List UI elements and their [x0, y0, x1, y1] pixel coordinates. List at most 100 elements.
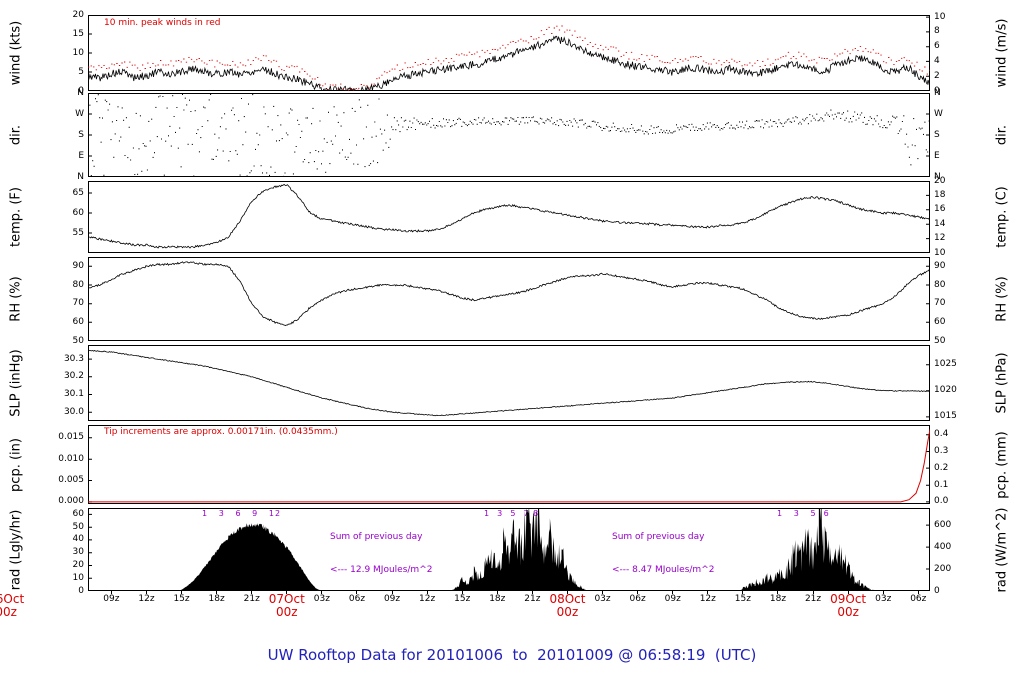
y-tick-label-left-rad: 30 — [72, 547, 84, 558]
y-axis-label-right-temp: temp. (C) — [994, 186, 1010, 248]
x-tick-mark — [812, 591, 814, 594]
y-axis-label-left-wind: wind (kts) — [8, 20, 24, 86]
series-precipitation — [88, 429, 930, 503]
y-tick-label-left-rh: 90 — [72, 260, 84, 271]
panel-border-temp — [88, 181, 930, 253]
rad-sum-day1-value: <--- 12.9 MJoules/m^2 — [330, 565, 433, 575]
y-tick-label-right-dir: S — [934, 129, 940, 140]
x-tick-mark — [110, 591, 112, 594]
y-tick-label-left-wind: 10 — [72, 47, 84, 58]
x-tick-mark — [321, 591, 323, 594]
series-solar-radiation-day1 — [175, 523, 322, 591]
y-tick-label-left-pcp: 0.005 — [58, 475, 84, 485]
series-wind-peak-10min — [88, 25, 930, 91]
y-tick-label-right-temp: 12 — [934, 233, 946, 244]
y-tick-label-right-rad: 600 — [934, 519, 952, 530]
rad-sum-day2-value: <--- 8.47 MJoules/m^2 — [612, 565, 715, 575]
y-axis-label-right-wind: wind (m/s) — [994, 18, 1010, 88]
series-sea-level-pressure — [88, 349, 930, 417]
y-tick-label-right-rad: 0 — [934, 585, 940, 596]
x-tick-label: 09z — [664, 594, 681, 604]
y-tick-label-left-dir: E — [78, 150, 84, 161]
panel-wind — [88, 15, 930, 91]
rad-sum-day1-label: Sum of previous day — [330, 532, 423, 542]
panel-border-slp — [88, 345, 930, 421]
tick-marks-slp — [88, 358, 930, 418]
x-tick-mark — [531, 591, 533, 594]
y-axis-label-right-dir: dir. — [994, 124, 1010, 146]
series-solar-radiation-day3 — [737, 508, 878, 591]
x-major-date: 08Oct — [549, 592, 586, 606]
y-tick-label-left-pcp: 0.010 — [58, 453, 84, 464]
y-tick-label-right-rad: 200 — [934, 563, 952, 574]
x-tick-mark — [566, 591, 568, 594]
x-tick-mark — [602, 591, 604, 594]
rad-sum-day2-label: Sum of previous day — [612, 532, 705, 542]
rad-local-hours-day1: 1 3 6 9 12 — [202, 509, 282, 518]
y-tick-label-left-wind: 15 — [72, 28, 84, 39]
x-tick-mark — [917, 591, 919, 594]
tick-marks-rh — [88, 265, 930, 341]
panel-slp — [88, 345, 930, 421]
y-tick-label-right-dir: E — [934, 150, 940, 161]
y-tick-label-right-temp: 10 — [934, 247, 946, 258]
x-tick-label: 12z — [419, 594, 436, 604]
y-tick-label-left-rad: 60 — [72, 508, 84, 519]
panel-rh — [88, 257, 930, 341]
x-tick-label: 21z — [804, 594, 822, 604]
x-tick-label-major: 06Oct00z — [0, 593, 30, 619]
y-axis-label-right-slp: SLP (hPa) — [994, 352, 1010, 414]
y-tick-label-left-dir: N — [77, 171, 84, 182]
y-tick-label-right-pcp: 0.0 — [934, 496, 949, 507]
x-tick-label: 03z — [875, 594, 892, 604]
y-tick-label-left-rh: 60 — [72, 316, 84, 327]
y-axis-label-left-pcp: pcp. (in) — [8, 437, 24, 492]
x-tick-label: 06z — [348, 594, 366, 604]
x-major-date: 07Oct — [268, 592, 305, 606]
x-tick-label: 09z — [103, 594, 120, 604]
x-tick-label-major: 09Oct 00z — [824, 593, 872, 619]
y-tick-label-right-slp: 1025 — [934, 359, 957, 370]
y-tick-label-right-temp: 16 — [934, 204, 946, 215]
x-tick-label: 15z — [734, 594, 751, 604]
rad-sum-previous-day-1: Sum of previous day <--- 12.9 MJoules/m^… — [330, 510, 432, 598]
y-tick-label-right-temp: 18 — [934, 189, 946, 200]
tick-marks-dir — [88, 93, 930, 177]
y-tick-label-left-wind: 0 — [78, 85, 84, 96]
y-tick-label-left-rad: 0 — [78, 585, 84, 596]
x-tick-mark — [251, 591, 253, 594]
x-major-hour: 00z — [556, 605, 579, 619]
y-tick-label-right-wind: 4 — [934, 55, 940, 66]
y-tick-label-left-wind: 5 — [78, 66, 84, 77]
x-tick-mark — [637, 591, 639, 594]
x-tick-mark — [145, 591, 147, 594]
x-major-date: 09Oct — [830, 592, 867, 606]
y-tick-label-left-wind: 20 — [72, 9, 84, 20]
tick-marks-wind — [88, 15, 930, 91]
rad-sum-previous-day-2: Sum of previous day <--- 8.47 MJoules/m^… — [612, 510, 714, 598]
x-tick-label: 18z — [489, 594, 506, 604]
y-axis-label-left-rh: RH (%) — [8, 276, 24, 322]
panel-border-rh — [88, 257, 930, 341]
x-major-hour: 00z — [837, 605, 859, 619]
series-wind-speed — [88, 35, 930, 91]
rad-local-hours-day2: 1 3 5 7 8 — [484, 509, 540, 518]
x-major-date: 06Oct — [0, 592, 25, 606]
y-tick-label-right-dir: N — [934, 171, 941, 182]
x-tick-label: 03z — [594, 594, 611, 604]
pcp-tip-note: Tip increments are approx. 0.00171in. (0… — [104, 427, 338, 437]
x-tick-label: 09z — [383, 594, 401, 604]
x-tick-label: 21z — [524, 594, 541, 604]
y-tick-label-right-rh: 50 — [934, 335, 946, 346]
y-tick-label-left-temp: 65 — [72, 187, 84, 198]
x-tick-mark — [707, 591, 709, 594]
x-tick-label: 12z — [138, 594, 155, 604]
x-tick-label: 18z — [208, 594, 225, 604]
wind-peak-note: 10 min. peak winds in red — [104, 18, 221, 28]
x-tick-mark — [882, 591, 884, 594]
x-tick-mark — [461, 591, 463, 594]
panel-dir — [88, 93, 930, 177]
y-tick-label-right-slp: 1020 — [934, 385, 957, 396]
y-tick-label-left-rad: 50 — [72, 521, 84, 532]
